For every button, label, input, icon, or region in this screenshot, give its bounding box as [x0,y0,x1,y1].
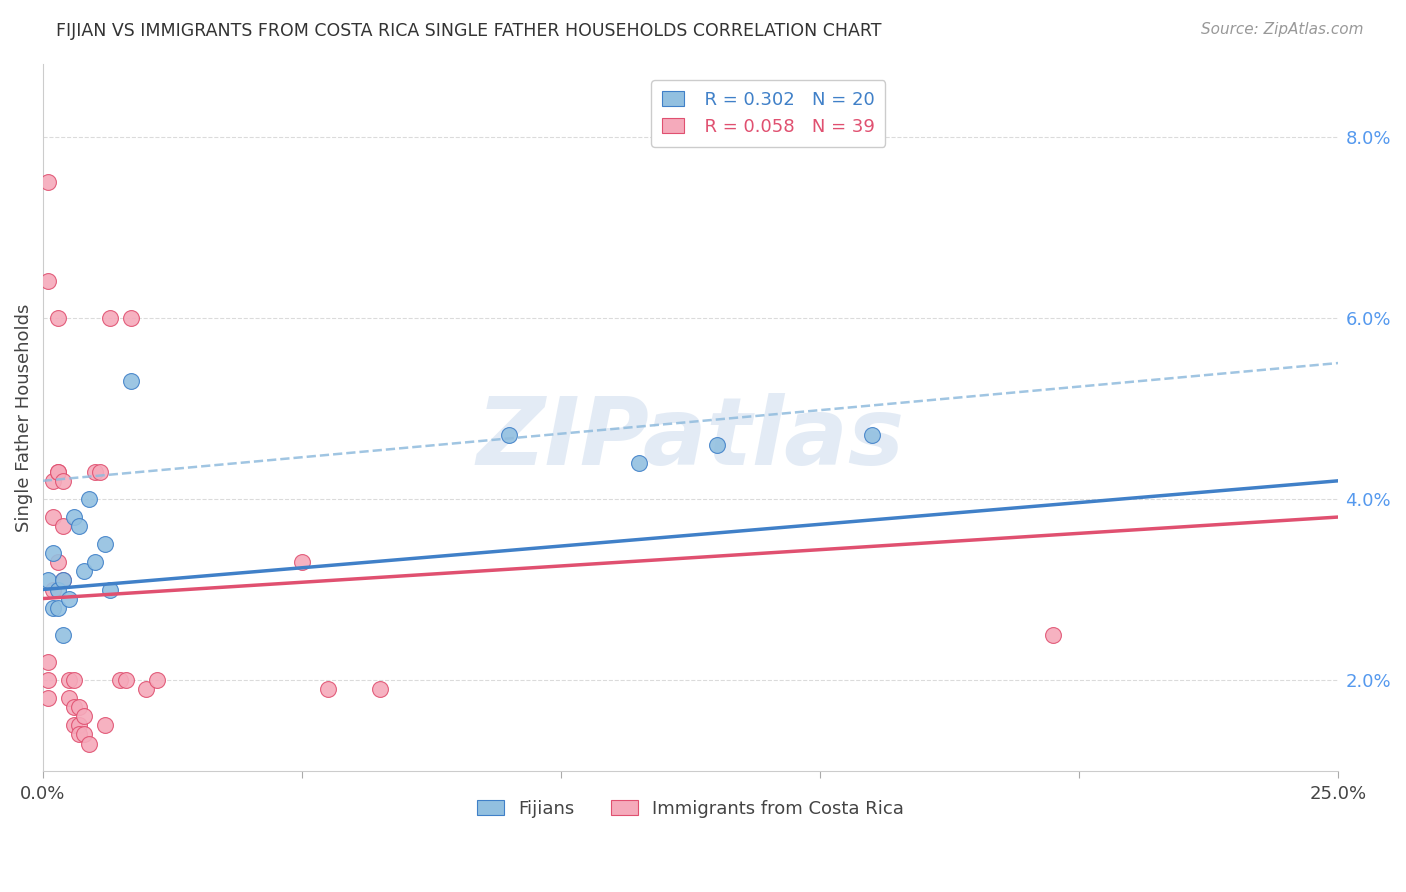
Point [98,310,121,325]
Point [120,310,142,325]
Point [498,428,520,442]
Point [52,519,75,533]
Point [110,673,132,687]
Point [46,555,69,569]
Text: FIJIAN VS IMMIGRANTS FROM COSTA RICA SINGLE FATHER HOUSEHOLDS CORRELATION CHART: FIJIAN VS IMMIGRANTS FROM COSTA RICA SIN… [56,22,882,40]
Point [67,700,90,714]
Point [52,628,75,642]
Point [67,519,90,533]
Point [67,727,90,741]
Point [316,682,339,697]
Point [37,673,59,687]
Point [58,691,80,706]
Point [83,465,105,479]
Point [46,465,69,479]
Point [291,555,314,569]
Point [37,574,59,588]
Point [52,574,75,588]
Point [37,691,59,706]
Point [46,310,69,325]
Point [135,682,157,697]
Point [79,491,101,506]
Point [42,600,65,615]
Point [42,546,65,560]
Point [114,673,136,687]
Point [98,582,121,597]
Point [37,275,59,289]
Text: ZIPatlas: ZIPatlas [477,392,904,484]
Point [79,737,101,751]
Point [73,565,96,579]
Point [52,574,75,588]
Point [42,582,65,597]
Point [63,700,86,714]
Point [63,718,86,732]
Point [42,510,65,524]
Point [146,673,169,687]
Point [94,718,117,732]
Point [67,718,90,732]
Point [94,537,117,551]
Point [58,591,80,606]
Point [627,456,650,470]
Point [63,510,86,524]
Point [42,474,65,488]
Point [83,555,105,569]
Point [73,709,96,723]
Point [46,582,69,597]
Point [58,673,80,687]
Point [73,727,96,741]
Point [1042,628,1064,642]
Point [860,428,883,442]
Point [52,474,75,488]
Point [46,465,69,479]
Point [89,465,111,479]
Point [63,673,86,687]
Point [37,175,59,189]
Point [706,437,728,451]
Point [120,374,142,388]
Point [46,600,69,615]
Legend: Fijians, Immigrants from Costa Rica: Fijians, Immigrants from Costa Rica [470,793,911,825]
Point [368,682,391,697]
Y-axis label: Single Father Households: Single Father Households [15,303,32,532]
Point [37,655,59,669]
Text: Source: ZipAtlas.com: Source: ZipAtlas.com [1201,22,1364,37]
